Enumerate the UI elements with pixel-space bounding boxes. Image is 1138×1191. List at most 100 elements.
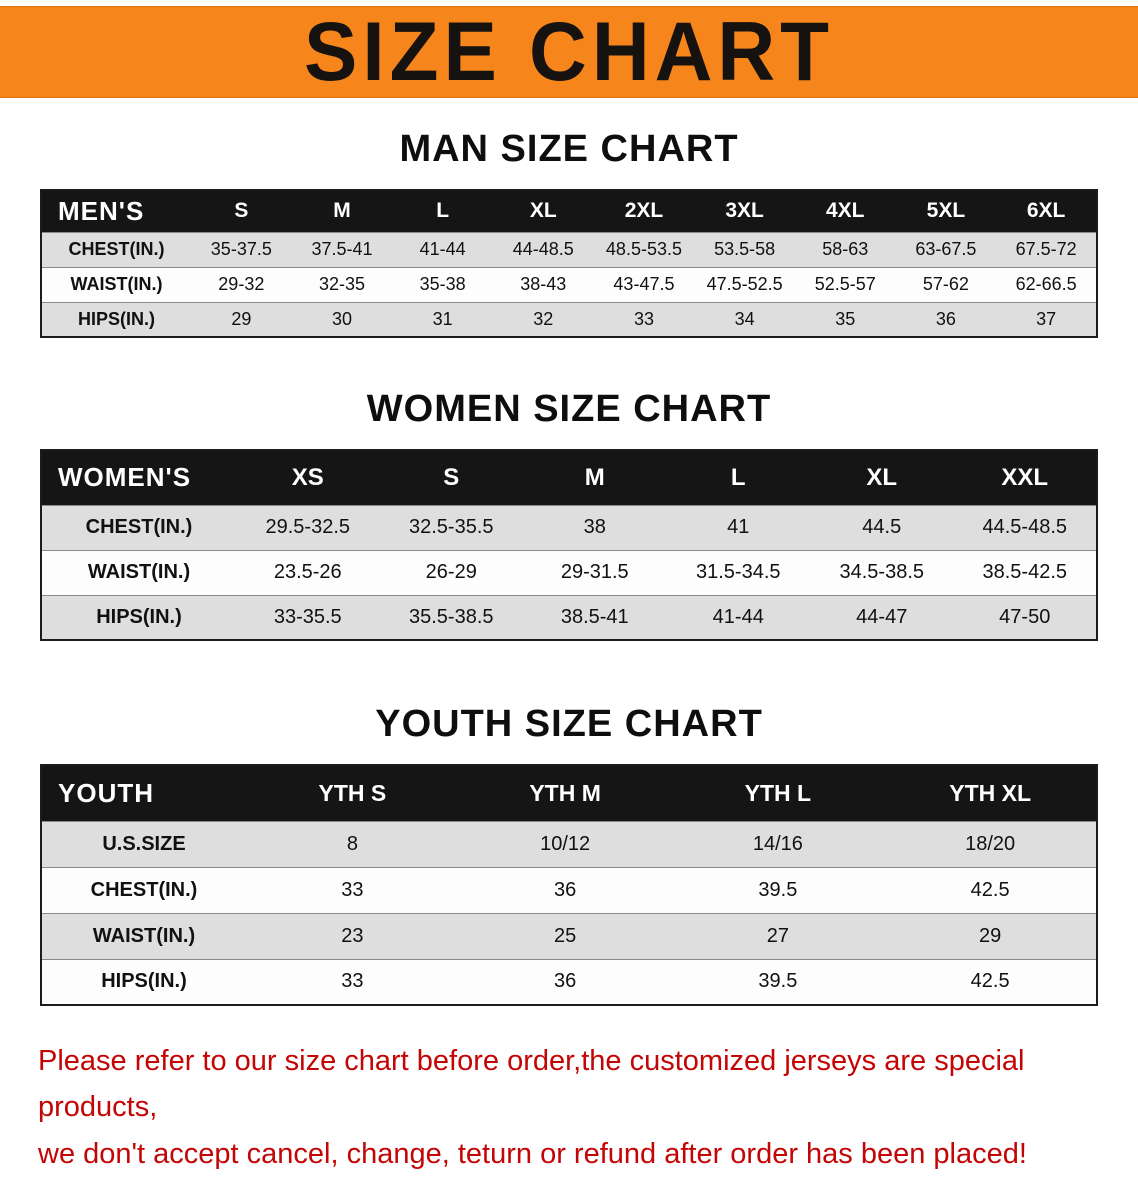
size-column-header: M	[291, 190, 393, 232]
table-row: WAIST(IN.) 23 25 27 29	[41, 912, 1097, 959]
size-value: 34.5-38.5	[810, 549, 954, 595]
size-value: 27	[671, 912, 885, 959]
measurement-row-label: HIPS(IN.)	[41, 301, 191, 337]
size-value: 48.5-53.5	[593, 231, 695, 267]
size-column-header: XS	[236, 450, 380, 505]
size-value: 41	[666, 504, 810, 550]
size-value: 31	[392, 301, 493, 337]
size-value: 57-62	[895, 266, 997, 302]
men-section-heading: MAN SIZE CHART	[399, 128, 739, 170]
youth-size-table: YOUTH YTH S YTH M YTH L YTH XL U.S.SIZE 8 10/12…	[40, 764, 1098, 1006]
size-column-header: S	[191, 190, 292, 232]
table-row: CHEST(IN.) 35-37.5 37.5-41 41-44 44-48.5 48.5…	[41, 231, 1097, 267]
women-size-table: WOMEN'S XS S M L XL XXL CHEST(IN.) 29.5-32.5 32.5…	[40, 449, 1098, 641]
size-value: 29	[191, 301, 292, 337]
size-value: 44.5-48.5	[953, 504, 1097, 550]
size-value: 39.5	[671, 958, 885, 1005]
measurement-row-label: WAIST(IN.)	[41, 912, 246, 959]
table-header-row: WOMEN'S XS S M L XL XXL	[41, 450, 1097, 505]
size-value: 42.5	[884, 866, 1097, 913]
size-column-header: L	[666, 450, 810, 505]
size-value: 43-47.5	[593, 266, 695, 302]
size-value: 18/20	[884, 820, 1097, 867]
section-women: WOMEN SIZE CHART WOMEN'S XS S M L XL XXL CHEST(…	[0, 388, 1138, 641]
size-value: 35.5-38.5	[379, 594, 523, 640]
size-value: 41-44	[392, 231, 493, 267]
footer-disclaimer-line-1: Please refer to our size chart before or…	[38, 1045, 1025, 1124]
section-men: MAN SIZE CHART MEN'S S M L XL 2XL 3XL 4XL 5XL 6XL…	[0, 128, 1138, 338]
size-value: 29-31.5	[523, 549, 667, 595]
size-value: 35-38	[392, 266, 493, 302]
table-group-label: MEN'S	[41, 190, 191, 232]
size-value: 44.5	[810, 504, 954, 550]
size-value: 34	[694, 301, 795, 337]
size-value: 67.5-72	[996, 231, 1097, 267]
measurement-row-label: CHEST(IN.)	[41, 866, 246, 913]
size-column-header: 4XL	[794, 190, 896, 232]
table-row: WAIST(IN.) 23.5-26 26-29 29-31.5 31.5-34.5 34…	[41, 549, 1097, 595]
size-value: 42.5	[884, 958, 1097, 1005]
size-value: 25	[458, 912, 672, 959]
size-value: 37	[996, 301, 1097, 337]
table-row: CHEST(IN.) 29.5-32.5 32.5-35.5 38 41 44.5 44.5…	[41, 504, 1097, 550]
measurement-row-label: CHEST(IN.)	[41, 231, 191, 267]
men-size-table: MEN'S S M L XL 2XL 3XL 4XL 5XL 6XL CHEST(IN.) 35-37…	[40, 189, 1098, 338]
size-value: 14/16	[671, 820, 885, 867]
size-value: 33	[593, 301, 695, 337]
size-value: 33-35.5	[236, 594, 380, 640]
size-value: 37.5-41	[291, 231, 393, 267]
size-value: 33	[246, 866, 459, 913]
measurement-row-label: WAIST(IN.)	[41, 266, 191, 302]
size-column-header: YTH XL	[884, 765, 1097, 821]
size-value: 26-29	[379, 549, 523, 595]
measurement-row-label: U.S.SIZE	[41, 820, 246, 867]
table-group-label: WOMEN'S	[41, 450, 236, 505]
size-value: 39.5	[671, 866, 885, 913]
measurement-row-label: HIPS(IN.)	[41, 958, 246, 1005]
size-value: 8	[246, 820, 459, 867]
size-value: 29.5-32.5	[236, 504, 380, 550]
size-value: 36	[458, 866, 672, 913]
size-column-header: 6XL	[996, 190, 1097, 232]
size-value: 62-66.5	[996, 266, 1097, 302]
size-column-header: L	[392, 190, 493, 232]
size-value: 36	[895, 301, 997, 337]
size-column-header: XXL	[953, 450, 1097, 505]
table-row: WAIST(IN.) 29-32 32-35 35-38 38-43 43-47.5 47.…	[41, 266, 1097, 302]
size-value: 32.5-35.5	[379, 504, 523, 550]
size-column-header: S	[379, 450, 523, 505]
size-value: 44-47	[810, 594, 954, 640]
size-value: 35	[794, 301, 896, 337]
size-value: 63-67.5	[895, 231, 997, 267]
youth-section-heading: YOUTH SIZE CHART	[375, 703, 763, 745]
women-section-heading: WOMEN SIZE CHART	[366, 388, 772, 430]
size-value: 35-37.5	[191, 231, 292, 267]
size-column-header: XL	[492, 190, 594, 232]
size-column-header: 5XL	[895, 190, 997, 232]
size-value: 29	[884, 912, 1097, 959]
table-header-row: YOUTH YTH S YTH M YTH L YTH XL	[41, 765, 1097, 821]
size-column-header: M	[523, 450, 667, 505]
size-value: 30	[291, 301, 393, 337]
size-value: 38-43	[492, 266, 594, 302]
size-value: 41-44	[666, 594, 810, 640]
size-value: 53.5-58	[694, 231, 795, 267]
table-row: HIPS(IN.) 29 30 31 32 33 34 35 36 37	[41, 301, 1097, 337]
size-value: 38.5-42.5	[953, 549, 1097, 595]
size-value: 47-50	[953, 594, 1097, 640]
table-row: HIPS(IN.) 33 36 39.5 42.5	[41, 958, 1097, 1005]
size-value: 58-63	[794, 231, 896, 267]
measurement-row-label: WAIST(IN.)	[41, 549, 236, 595]
banner-title: SIZE CHART	[304, 5, 834, 98]
size-value: 23.5-26	[236, 549, 380, 595]
size-value: 23	[246, 912, 459, 959]
size-value: 47.5-52.5	[694, 266, 795, 302]
table-group-label: YOUTH	[41, 765, 246, 821]
size-value: 10/12	[458, 820, 672, 867]
size-value: 31.5-34.5	[666, 549, 810, 595]
table-row: HIPS(IN.) 33-35.5 35.5-38.5 38.5-41 41-44 44-…	[41, 594, 1097, 640]
size-value: 33	[246, 958, 459, 1005]
size-column-header: YTH L	[671, 765, 885, 821]
footer-disclaimer-line-2: we don't accept cancel, change, teturn o…	[38, 1137, 1027, 1170]
size-value: 38	[523, 504, 667, 550]
